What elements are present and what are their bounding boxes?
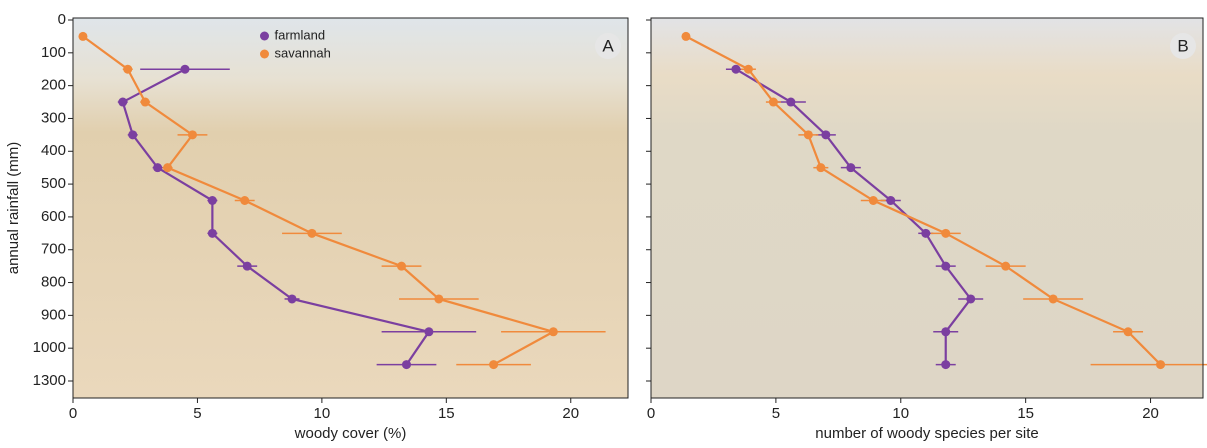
data-point <box>242 261 252 271</box>
data-point <box>434 294 444 304</box>
data-point <box>548 327 558 337</box>
data-point <box>240 196 250 205</box>
x-tick-label: 10 <box>314 405 331 422</box>
x-tick-label: 15 <box>1017 405 1034 422</box>
data-point <box>941 327 951 337</box>
legend-marker <box>260 31 269 41</box>
x-tick-label: 0 <box>69 405 77 422</box>
data-point <box>941 228 951 238</box>
y-tick-label: 200 <box>41 77 66 94</box>
data-point <box>140 97 150 107</box>
data-point <box>1123 327 1133 337</box>
data-point <box>78 31 88 41</box>
data-point <box>123 64 133 74</box>
plot-frame <box>650 17 1204 399</box>
y-tick-label: 0 <box>58 11 66 28</box>
data-point <box>821 130 831 140</box>
plot-frame <box>72 17 629 399</box>
data-point <box>1156 360 1166 370</box>
x-tick-label: 5 <box>772 405 780 422</box>
y-tick-label: 500 <box>41 175 66 192</box>
x-axis-label: woody cover (%) <box>294 425 407 442</box>
panel-label: A <box>602 36 614 55</box>
panel-badge <box>1170 33 1196 59</box>
data-point <box>401 360 411 370</box>
legend-marker <box>260 49 269 59</box>
x-tick-label: 15 <box>438 405 455 422</box>
x-tick-label: 20 <box>1142 405 1159 422</box>
y-tick-label: 400 <box>41 142 66 159</box>
y-axis-label: annual rainfall (mm) <box>5 142 22 275</box>
data-point <box>424 327 434 337</box>
y-tick-label: 300 <box>41 109 66 126</box>
data-point <box>681 31 691 41</box>
data-point <box>768 97 778 107</box>
data-point <box>163 163 173 173</box>
panel-label: B <box>1177 36 1188 55</box>
y-tick-label: 600 <box>41 208 66 225</box>
series-line <box>121 68 431 366</box>
data-point <box>743 64 753 74</box>
data-point <box>886 196 896 205</box>
data-point <box>307 228 317 238</box>
data-point <box>803 130 813 140</box>
y-tick-label: 800 <box>41 274 66 291</box>
data-point <box>868 196 878 205</box>
data-point <box>966 294 976 304</box>
data-point <box>128 130 138 140</box>
legend-label: farmland <box>275 27 326 42</box>
data-point <box>153 163 163 173</box>
y-tick-label: 1000 <box>33 339 66 356</box>
data-point <box>180 64 190 74</box>
legend-label: savannah <box>275 45 331 60</box>
data-point <box>1001 261 1011 271</box>
x-tick-label: 0 <box>647 405 655 422</box>
data-point <box>287 294 297 304</box>
x-tick-label: 20 <box>562 405 579 422</box>
data-point <box>118 97 128 107</box>
data-point <box>941 360 951 370</box>
data-point <box>816 163 826 173</box>
data-point <box>489 360 499 370</box>
y-tick-label: 1300 <box>33 372 66 389</box>
x-tick-label: 5 <box>193 405 201 422</box>
data-point <box>941 261 951 271</box>
data-point <box>397 261 407 271</box>
y-tick-label: 100 <box>41 44 66 61</box>
y-tick-label: 900 <box>41 306 66 323</box>
x-tick-label: 10 <box>892 405 909 422</box>
data-point <box>731 64 741 74</box>
data-point <box>846 163 856 173</box>
photo-background <box>651 18 1203 398</box>
data-point <box>187 130 197 140</box>
data-point <box>786 97 796 107</box>
data-point <box>921 228 931 238</box>
x-axis-label: number of woody species per site <box>815 425 1038 442</box>
data-point <box>1048 294 1058 304</box>
panel-badge <box>595 33 621 59</box>
y-tick-label: 700 <box>41 241 66 258</box>
photo-background <box>73 18 628 398</box>
data-point <box>207 196 217 205</box>
data-point <box>207 228 217 238</box>
